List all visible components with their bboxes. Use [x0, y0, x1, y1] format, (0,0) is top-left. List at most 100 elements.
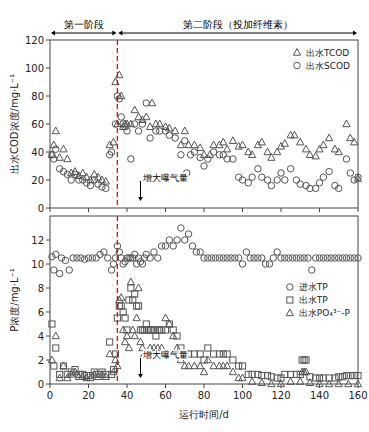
data-point: [122, 124, 128, 130]
data-point: [157, 327, 163, 333]
y-tick: [46, 68, 50, 69]
x-tick: [88, 384, 89, 388]
data-point: [270, 255, 276, 261]
legend-label: 出水PO₄³⁻-P: [299, 308, 351, 318]
panel: 020406080100120出水COD浓度/mg·L⁻¹增大曝气量第一阶段第二…: [9, 19, 362, 214]
data-point: [125, 344, 132, 351]
x-tick: [204, 208, 205, 212]
x-axis-label: 运行时间/d: [179, 409, 229, 420]
data-point: [335, 148, 342, 155]
axis-ticks: 024681012020406080100120140160: [31, 235, 367, 402]
data-point: [355, 373, 361, 379]
data-point: [155, 327, 161, 333]
data-point: [178, 152, 184, 158]
annotation-arrowhead: [138, 374, 143, 378]
data-point: [287, 166, 293, 172]
y-tick: [46, 180, 50, 181]
data-point: [264, 148, 271, 155]
legend-label: 出水SCOD: [306, 61, 350, 71]
data-point: [147, 135, 153, 141]
data-point: [347, 170, 353, 176]
data-point: [224, 362, 231, 369]
data-point: [297, 138, 304, 145]
x-tick-label: 100: [233, 390, 252, 401]
data-point: [351, 373, 357, 379]
data-point: [249, 371, 255, 377]
data-point: [110, 261, 116, 267]
legend-label: 进水TP: [299, 282, 328, 292]
x-tick-label: 160: [348, 390, 367, 401]
data-point: [141, 327, 147, 333]
data-point: [297, 378, 304, 385]
data-point: [197, 144, 204, 151]
data-point: [132, 291, 138, 297]
data-point: [174, 237, 180, 243]
data-point: [197, 362, 204, 369]
data-point: [230, 357, 236, 363]
y-tick-label: 10: [31, 259, 44, 270]
y-tick-label: 20: [31, 175, 44, 186]
data-point: [159, 327, 165, 333]
x-tick-label: 0: [47, 390, 53, 401]
data-point: [291, 131, 298, 138]
data-point: [49, 321, 55, 327]
data-point: [177, 141, 184, 148]
y-tick: [46, 208, 50, 209]
data-point: [143, 321, 149, 327]
y-tick-label: 6: [38, 307, 44, 318]
data-point: [189, 243, 195, 249]
data-point: [53, 251, 59, 257]
x-tick: [281, 384, 282, 388]
phase-arrowhead: [51, 31, 55, 36]
y-tick-label: 100: [25, 63, 44, 74]
data-point: [224, 351, 230, 357]
data-point: [281, 140, 288, 147]
plot-frame: [50, 40, 358, 208]
phase-arrowhead: [112, 31, 116, 36]
data-point: [134, 303, 140, 309]
background: [0, 0, 369, 432]
annotations: 增大曝气量: [138, 173, 188, 201]
data-point: [277, 380, 284, 387]
data-point: [56, 374, 63, 381]
y-tick-label: 40: [31, 147, 44, 158]
data-point: [313, 375, 319, 381]
data-point: [149, 327, 155, 333]
data-point: [166, 321, 172, 327]
data-point: [287, 378, 294, 385]
y-axis-label: 出水COD浓度/mg·L⁻¹: [9, 74, 20, 174]
y-tick: [46, 336, 50, 337]
legend-label: 出水TCOD: [306, 48, 349, 58]
legend-label: 出水TP: [299, 295, 328, 305]
legend-marker: [294, 62, 300, 68]
data-point: [143, 251, 149, 257]
data-point: [302, 368, 309, 375]
data-point: [239, 141, 246, 148]
series: [48, 278, 361, 387]
data-point: [282, 177, 288, 183]
data-point: [137, 327, 143, 333]
phase-bracket: 第二阶段（投加纤维素）: [118, 19, 357, 35]
data-point: [191, 141, 198, 148]
data-point: [245, 371, 251, 377]
data-point: [110, 138, 117, 145]
data-point: [147, 255, 153, 261]
data-point: [185, 231, 191, 237]
data-point: [274, 375, 280, 381]
data-point: [128, 285, 134, 291]
data-point: [139, 261, 145, 267]
data-point: [170, 332, 177, 339]
y-tick: [46, 96, 50, 97]
data-point: [143, 100, 149, 106]
data-point: [155, 255, 161, 261]
data-point: [106, 350, 113, 357]
data-point: [205, 156, 211, 162]
phase-arrowhead: [118, 31, 122, 36]
data-point: [52, 332, 59, 339]
legend-marker: [287, 297, 293, 303]
data-point: [51, 156, 57, 162]
y-tick: [46, 124, 50, 125]
data-point: [259, 255, 265, 261]
data-point: [320, 141, 327, 148]
data-point: [347, 373, 353, 379]
